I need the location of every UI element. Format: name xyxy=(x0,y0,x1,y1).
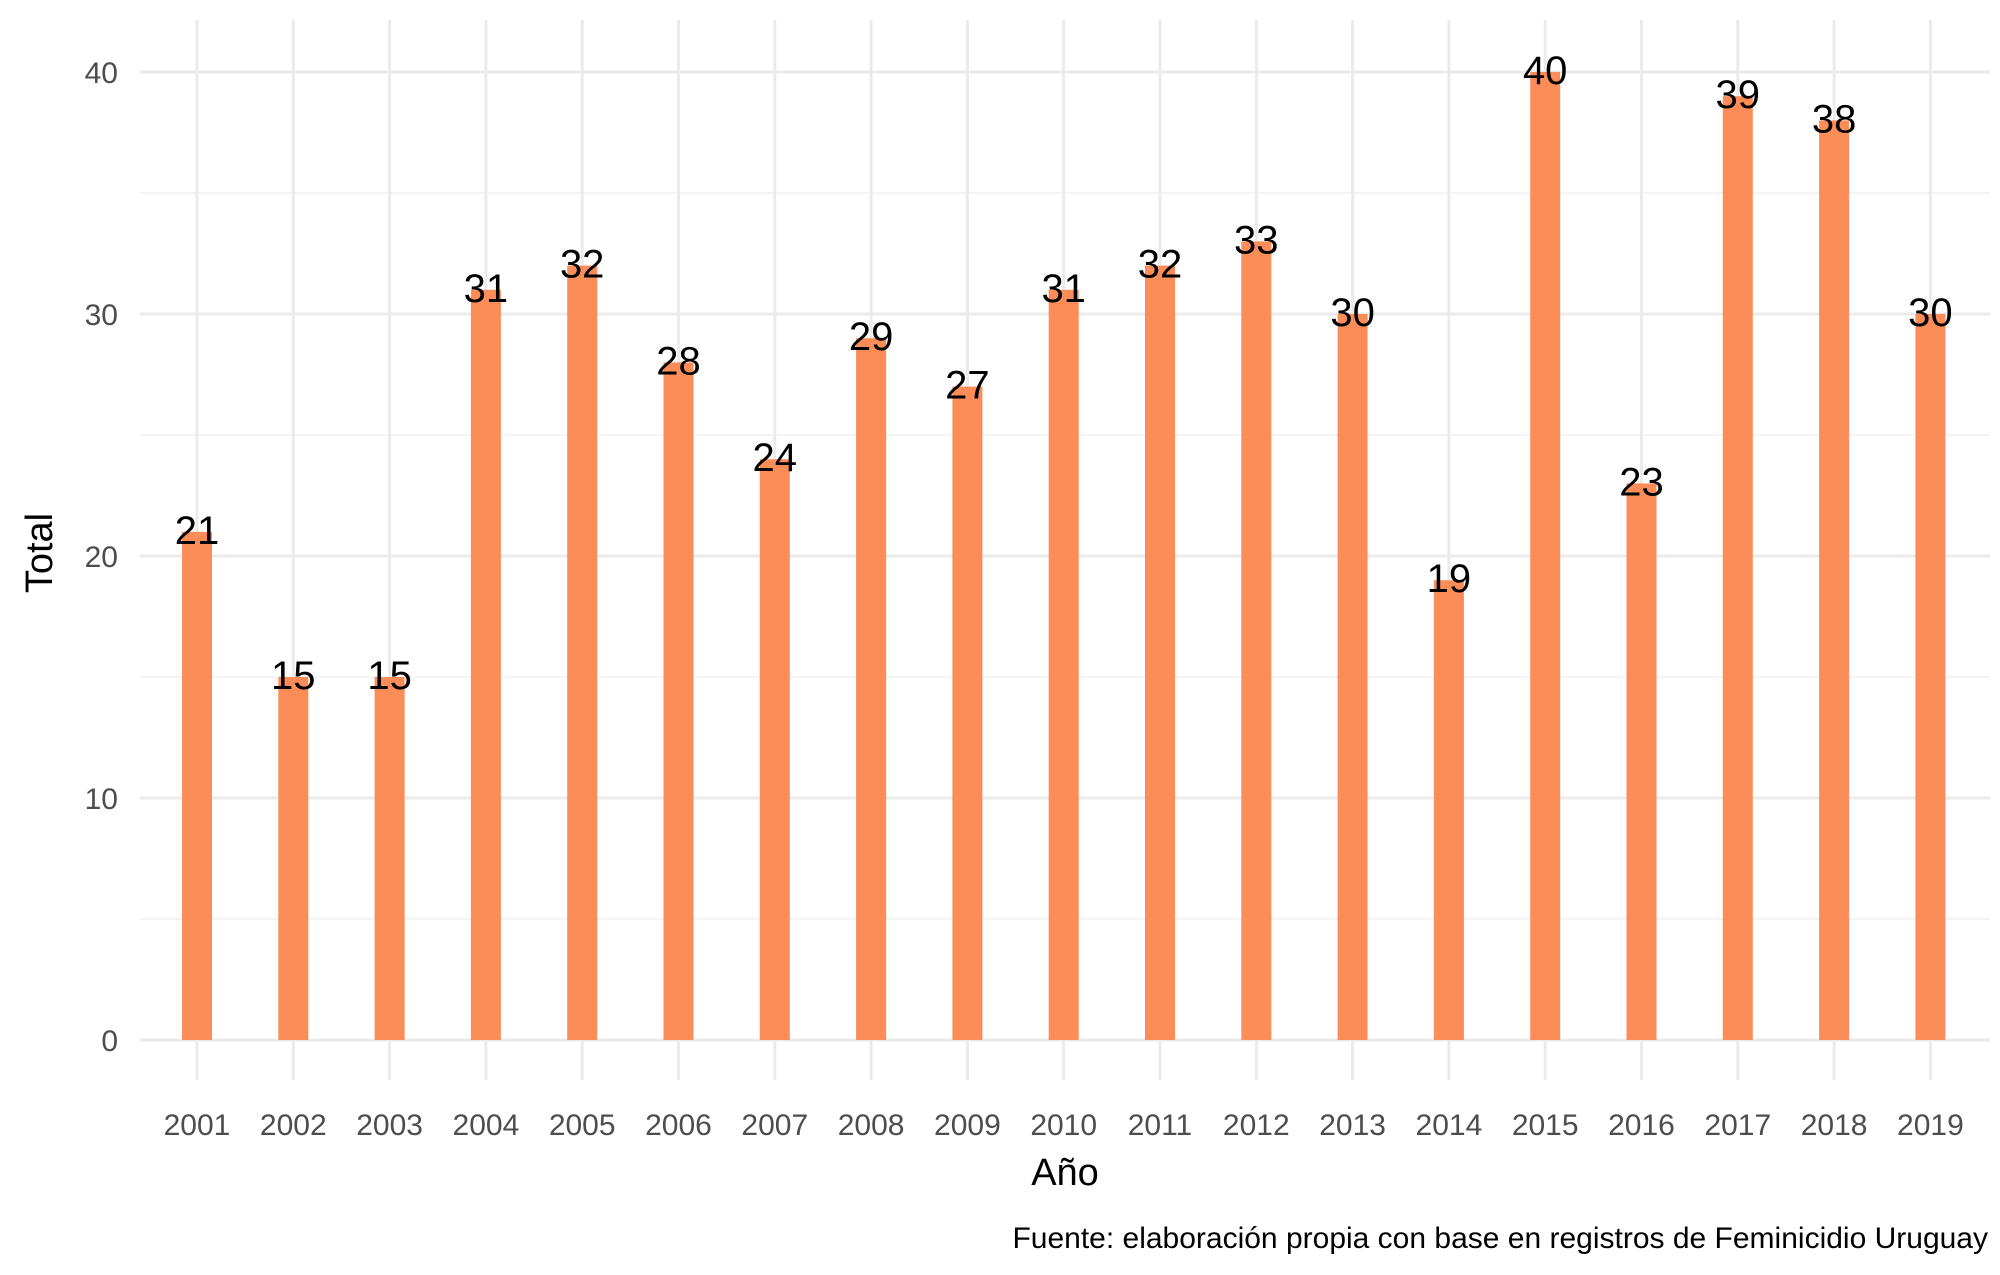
bar-2016 xyxy=(1626,483,1657,1040)
y-axis-title: Total xyxy=(19,513,61,593)
data-label-2004: 31 xyxy=(464,267,509,311)
bar-2008 xyxy=(856,338,887,1040)
bar-2017 xyxy=(1722,96,1753,1040)
x-tick-label: 2005 xyxy=(549,1109,616,1142)
bar-2010 xyxy=(1048,289,1079,1040)
bar-2002 xyxy=(278,677,309,1040)
data-label-2008: 29 xyxy=(849,315,894,359)
data-label-2012: 33 xyxy=(1234,218,1279,262)
bar-2011 xyxy=(1145,265,1175,1041)
y-tick-label: 40 xyxy=(85,57,118,90)
x-tick-label: 2004 xyxy=(453,1109,520,1142)
x-tick-label: 2007 xyxy=(741,1109,808,1142)
y-tick-label: 30 xyxy=(85,299,118,332)
data-label-2003: 15 xyxy=(367,654,412,698)
data-label-2005: 32 xyxy=(560,243,605,287)
x-tick-label: 2013 xyxy=(1319,1109,1386,1142)
bar-2004 xyxy=(470,289,501,1040)
x-axis-ticks: 2001 2002 2003 2004 2005 2006 2007 2008 2009 2010… xyxy=(164,1109,1964,1142)
y-tick-label: 20 xyxy=(85,541,118,574)
data-label-2019: 30 xyxy=(1908,291,1953,335)
x-tick-label: 2018 xyxy=(1801,1109,1868,1142)
bar-2007 xyxy=(759,459,790,1040)
y-axis-ticks: 0 10 20 30 40 xyxy=(85,57,118,1058)
data-label-2014: 19 xyxy=(1427,557,1472,601)
x-tick-label: 2015 xyxy=(1512,1109,1579,1142)
data-label-2015: 40 xyxy=(1523,49,1568,93)
bars xyxy=(182,72,1946,1041)
data-label-2002: 15 xyxy=(271,654,316,698)
bar-2001 xyxy=(182,531,212,1040)
data-label-2013: 30 xyxy=(1330,291,1375,335)
data-label-2006: 28 xyxy=(656,339,701,383)
bar-2018 xyxy=(1819,120,1850,1040)
x-tick-label: 2002 xyxy=(260,1109,327,1142)
bar-2005 xyxy=(567,265,598,1041)
bar-2012 xyxy=(1241,241,1272,1040)
x-tick-label: 2006 xyxy=(645,1109,712,1142)
x-tick-label: 2003 xyxy=(356,1109,423,1142)
data-label-2010: 31 xyxy=(1041,267,1086,311)
chart-caption: Fuente: elaboración propia con base en r… xyxy=(1012,1222,1988,1255)
x-tick-label: 2017 xyxy=(1704,1109,1771,1142)
bar-2013 xyxy=(1337,314,1368,1040)
x-tick-label: 2019 xyxy=(1897,1109,1964,1142)
data-label-2018: 38 xyxy=(1812,97,1857,141)
data-label-2007: 24 xyxy=(753,436,798,480)
x-tick-label: 2014 xyxy=(1416,1109,1483,1142)
x-tick-label: 2001 xyxy=(164,1109,231,1142)
x-tick-label: 2008 xyxy=(838,1109,905,1142)
bar-2009 xyxy=(952,386,983,1041)
data-label-2011: 32 xyxy=(1138,243,1183,287)
x-tick-label: 2010 xyxy=(1030,1109,1097,1142)
bar-2014 xyxy=(1433,580,1464,1040)
x-tick-label: 2009 xyxy=(934,1109,1001,1142)
bar-2019 xyxy=(1915,314,1946,1040)
bar-2015 xyxy=(1530,72,1561,1040)
x-tick-label: 2011 xyxy=(1128,1109,1193,1142)
data-label-2001: 21 xyxy=(175,509,220,553)
data-label-2016: 23 xyxy=(1619,460,1664,504)
y-tick-label: 0 xyxy=(101,1025,118,1058)
y-tick-label: 10 xyxy=(85,783,118,816)
x-tick-label: 2012 xyxy=(1223,1109,1290,1142)
data-label-2009: 27 xyxy=(945,364,990,408)
data-label-2017: 39 xyxy=(1716,73,1761,117)
x-tick-label: 2016 xyxy=(1608,1109,1675,1142)
data-labels: 21 15 15 31 32 28 24 29 27 31 32 33 30 19 40 23 39 38 30 xyxy=(175,49,1953,698)
bar-2006 xyxy=(663,362,694,1040)
x-axis-title: Año xyxy=(1031,1152,1099,1194)
bar-2003 xyxy=(374,677,405,1040)
